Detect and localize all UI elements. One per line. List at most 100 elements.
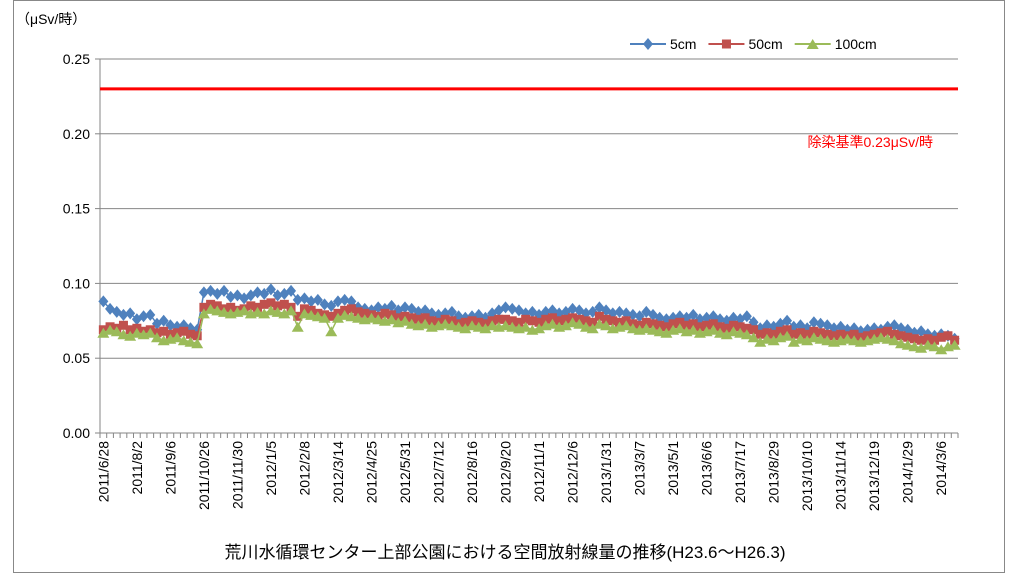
point [285, 305, 298, 316]
point [130, 327, 143, 338]
point [794, 333, 807, 344]
point [118, 308, 129, 321]
point [326, 311, 336, 321]
y-tick-label: 0.25 [63, 51, 90, 67]
x-tick-label: 2012/3/14 [330, 441, 346, 503]
point [943, 331, 953, 341]
point [908, 341, 921, 352]
point [707, 324, 720, 335]
point [533, 323, 546, 334]
point [264, 305, 277, 316]
point [380, 308, 390, 318]
point [191, 338, 204, 349]
point [405, 318, 418, 329]
point [734, 327, 747, 338]
point [407, 313, 417, 323]
point [144, 327, 157, 338]
point [345, 311, 358, 322]
point [445, 320, 458, 331]
x-tick-label: 2012/7/12 [431, 441, 447, 503]
point [728, 320, 738, 330]
point [742, 323, 752, 333]
point [258, 308, 271, 319]
point [494, 314, 504, 324]
point [420, 313, 430, 323]
x-tick-label: 2012/4/25 [363, 441, 379, 503]
point [238, 305, 251, 316]
point [459, 323, 472, 334]
point [413, 314, 423, 324]
point [816, 328, 826, 338]
point [755, 329, 765, 339]
point [702, 320, 712, 330]
point [849, 329, 859, 339]
point [117, 329, 130, 340]
point [305, 309, 318, 320]
point [479, 323, 492, 334]
chart-title: 荒川水循環センター上部公園における空間放射線量の推移(H23.6〜H26.3) [224, 543, 785, 562]
point [923, 334, 933, 344]
point [332, 295, 343, 308]
point [246, 301, 256, 311]
point [226, 302, 236, 312]
point [767, 335, 780, 346]
point [581, 316, 591, 326]
point [171, 332, 184, 343]
point [687, 324, 700, 335]
point [427, 316, 437, 326]
point [279, 299, 289, 309]
point [801, 335, 814, 346]
point [211, 305, 224, 316]
x-tick-label: 2012/2/8 [296, 441, 312, 496]
point [682, 320, 692, 330]
point [655, 320, 665, 330]
point [179, 326, 189, 336]
point [372, 314, 385, 325]
point [688, 319, 698, 329]
point [192, 331, 202, 341]
point [225, 290, 236, 303]
point [293, 311, 303, 321]
point [138, 310, 149, 323]
point [888, 335, 901, 346]
x-tick-label: 2012/9/20 [498, 441, 514, 503]
point [594, 311, 604, 321]
point [150, 332, 163, 343]
point [266, 298, 276, 308]
point [740, 329, 753, 340]
point [567, 302, 578, 315]
point [507, 316, 517, 326]
point [714, 327, 727, 338]
point [398, 315, 411, 326]
point [626, 323, 639, 334]
point [547, 313, 557, 323]
point [399, 301, 410, 314]
x-tick-label: 2013/3/7 [632, 441, 648, 496]
point [807, 332, 820, 343]
point [506, 321, 519, 332]
point [775, 326, 785, 336]
point [360, 308, 370, 318]
point [346, 304, 356, 314]
point [259, 287, 270, 300]
point [948, 339, 961, 350]
y-tick-label: 0.05 [63, 350, 90, 366]
point [874, 332, 887, 343]
point [647, 324, 660, 335]
legend-marker [643, 38, 653, 50]
point [648, 319, 658, 329]
point [903, 332, 913, 342]
point [760, 333, 773, 344]
point [527, 316, 537, 326]
point [97, 327, 110, 338]
point [841, 333, 854, 344]
point [419, 318, 432, 329]
point [110, 326, 123, 337]
point [608, 316, 618, 326]
x-tick-label: 2013/1/31 [598, 441, 614, 503]
y-tick-label: 0.20 [63, 126, 90, 142]
x-tick-label: 2013/11/14 [833, 441, 849, 510]
point [566, 317, 579, 328]
point [118, 320, 128, 330]
point [915, 342, 928, 353]
